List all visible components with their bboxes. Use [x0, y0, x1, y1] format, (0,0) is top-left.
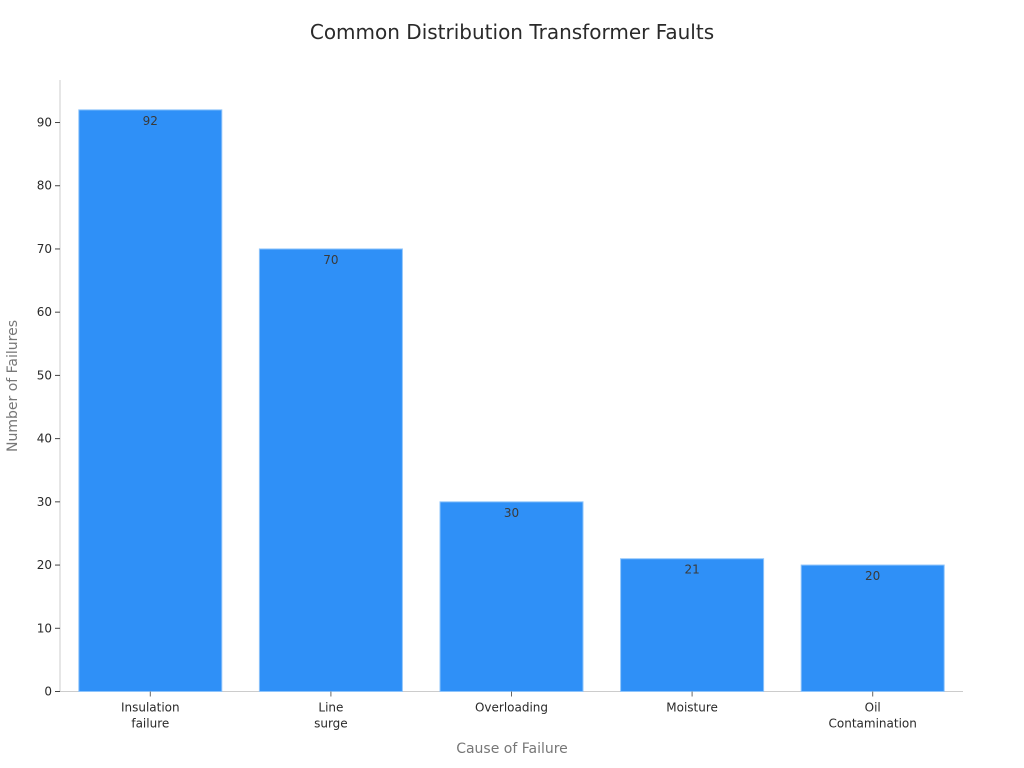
x-tick-label: Overloading: [475, 701, 548, 715]
bar: [439, 501, 584, 692]
y-tick-label: 50: [37, 368, 52, 382]
y-tick-label: 20: [37, 558, 52, 572]
chart-title: Common Distribution Transformer Faults: [309, 20, 715, 44]
x-tick-label: Line: [318, 701, 343, 715]
x-tick-label: surge: [314, 717, 348, 731]
bar-value-label: 21: [684, 563, 699, 577]
bar: [620, 558, 765, 692]
bar-value-label: 70: [323, 253, 338, 267]
y-tick-label: 60: [37, 305, 52, 319]
y-tick-label: 40: [37, 432, 52, 446]
bar: [258, 248, 403, 693]
y-tick-label: 70: [37, 242, 52, 256]
x-tick-label: Contamination: [829, 717, 917, 731]
bar-value-label: 20: [865, 569, 880, 583]
y-tick-label: 0: [44, 685, 52, 699]
x-tick-label: Moisture: [666, 701, 718, 715]
x-tick-label: Insulation: [121, 701, 180, 715]
y-tick-label: 30: [37, 495, 52, 509]
bar: [800, 564, 945, 692]
y-tick-label: 90: [37, 116, 52, 130]
bar-value-label: 92: [143, 114, 158, 128]
x-tick-label: failure: [131, 717, 169, 731]
bar-value-label: 30: [504, 506, 519, 520]
y-tick-label: 80: [37, 179, 52, 193]
bar: [78, 109, 223, 693]
x-tick-label: Oil: [865, 701, 881, 715]
x-axis-label: Cause of Failure: [456, 741, 568, 757]
y-tick-label: 10: [37, 621, 52, 635]
